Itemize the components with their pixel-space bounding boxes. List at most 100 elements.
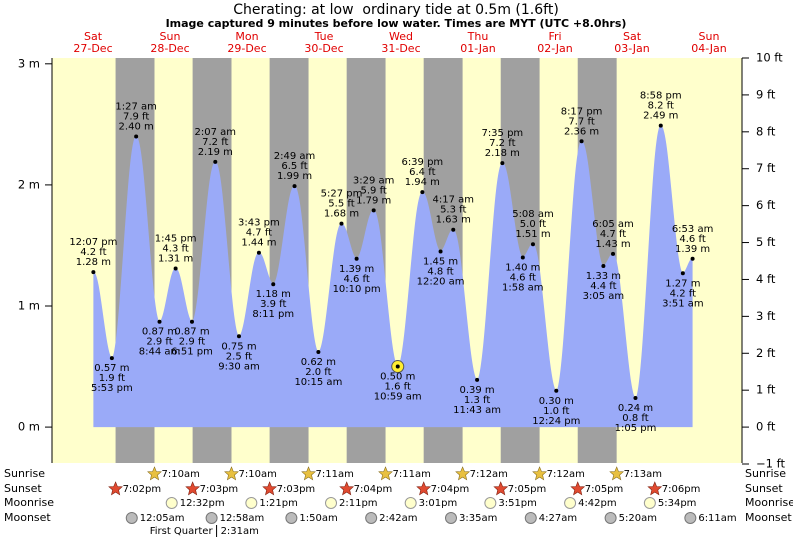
- tide-label: 1.51 m: [515, 229, 550, 240]
- moonrise-time: 5:34pm: [658, 498, 697, 509]
- day-date: 28-Dec: [150, 42, 189, 55]
- tide-label: 1.40 m: [505, 263, 540, 274]
- moonrise-time: 4:42pm: [578, 498, 617, 509]
- tide-label: 1.99 m: [277, 171, 312, 182]
- tide-point: [354, 256, 359, 261]
- tide-label: 2:07 am: [195, 127, 237, 138]
- tide-label: 8:11 pm: [252, 309, 294, 320]
- tide-label: 2.9 ft: [179, 337, 205, 348]
- sunrise-time: 7:12am: [547, 469, 585, 480]
- tide-point: [189, 319, 194, 324]
- sunset-icon: [647, 481, 663, 496]
- tide-label: 1.43 m: [595, 239, 630, 250]
- day-name: Sun: [160, 30, 181, 43]
- tide-label: 2.19 m: [198, 147, 233, 158]
- chart-subtitle: Image captured 9 minutes before low wate…: [166, 17, 627, 30]
- tide-label: 4.7 ft: [246, 228, 272, 239]
- tide-label: 1.28 m: [76, 257, 111, 268]
- tide-point: [601, 264, 606, 269]
- y2-tick-label: 6 ft: [756, 198, 776, 212]
- moonset-icon: [285, 512, 298, 524]
- day-name: Thu: [467, 30, 489, 43]
- day-name: Wed: [389, 30, 413, 43]
- sunrise-time: 7:11am: [316, 469, 354, 480]
- tide-label: 5:08 am: [512, 209, 554, 220]
- tide-label: 4.6 ft: [510, 273, 536, 284]
- tide-label: 0.87 m: [142, 327, 177, 338]
- moonset-time: 3:35am: [459, 513, 497, 524]
- sunrise-icon: [301, 466, 316, 481]
- tide-label: 4.6 ft: [679, 234, 705, 245]
- tide-label: 6.4 ft: [409, 167, 435, 178]
- tide-label: 4.4 ft: [590, 281, 616, 292]
- sunset-icon: [185, 481, 201, 496]
- tide-label: 0.50 m: [380, 372, 415, 383]
- tide-label: 6:39 pm: [401, 157, 443, 168]
- day-date: 30-Dec: [304, 42, 343, 55]
- tide-label: 2.18 m: [485, 148, 520, 159]
- sunrise-time: 7:11am: [393, 469, 431, 480]
- moon-phase: First Quarter: [150, 526, 214, 537]
- tide-label: 5.9 ft: [360, 185, 386, 196]
- moonrise-icon: [404, 497, 417, 509]
- day-name: Mon: [235, 30, 258, 43]
- sunset-time: 7:04pm: [354, 484, 393, 495]
- tide-point: [371, 208, 376, 213]
- tide-label: 2.0 ft: [305, 367, 331, 378]
- tide-label: 10:59 am: [374, 392, 422, 403]
- tide-label: 4.2 ft: [80, 247, 106, 258]
- sunset-time: 7:03pm: [277, 484, 316, 495]
- sunrise-time: 7:10am: [238, 469, 276, 480]
- tide-label: 1:05 pm: [615, 423, 657, 434]
- tide-label: 2.40 m: [119, 121, 154, 132]
- tide-point: [213, 159, 218, 164]
- y2-tick-label: 4 ft: [756, 272, 776, 286]
- sunrise-time: 7:12am: [470, 469, 508, 480]
- tide-label: 5.3 ft: [440, 205, 466, 216]
- sunrise-icon: [378, 466, 393, 481]
- tide-point: [554, 388, 559, 393]
- tide-label: 1.27 m: [665, 278, 700, 289]
- row-label: Sunset: [745, 482, 783, 495]
- moonrise-time: 1:21pm: [259, 498, 298, 509]
- tide-label: 1.68 m: [324, 209, 359, 220]
- tide-point: [271, 282, 276, 287]
- tide-label: 1:27 am: [115, 101, 157, 112]
- sunset-time: 7:02pm: [123, 484, 162, 495]
- tide-point: [395, 364, 400, 369]
- tide-label: 1.33 m: [586, 271, 621, 282]
- tide-label: 3.9 ft: [260, 299, 286, 310]
- tide-label: 12:20 am: [417, 277, 465, 288]
- y-tick-label: 3 m: [18, 56, 40, 70]
- row-label: Moonrise: [4, 496, 54, 509]
- day-date: 29-Dec: [227, 42, 266, 55]
- moonset-time: 6:11am: [698, 513, 736, 524]
- tide-point: [91, 270, 96, 275]
- moonset-icon: [444, 512, 457, 524]
- y-tick-label: 1 m: [18, 298, 40, 312]
- tide-label: 4.3 ft: [162, 243, 188, 254]
- tide-point: [157, 319, 162, 324]
- tide-point: [520, 255, 525, 260]
- sunrise-icon: [147, 466, 162, 481]
- y2-tick-label: 7 ft: [756, 161, 776, 175]
- tide-label: 1.45 m: [423, 257, 458, 268]
- tide-point: [292, 184, 297, 189]
- moonset-icon: [365, 512, 378, 524]
- row-label: Moonrise: [745, 496, 793, 509]
- tide-label: 1.39 m: [339, 264, 374, 275]
- moonrise-icon: [325, 497, 338, 509]
- tide-point: [438, 249, 443, 254]
- tide-label: 9:30 am: [218, 361, 260, 372]
- tide-label: 8:44 am: [139, 347, 181, 358]
- tide-point: [658, 123, 663, 128]
- day-name: Tue: [314, 30, 334, 43]
- sunset-icon: [339, 481, 355, 496]
- tide-label: 5.0 ft: [520, 219, 546, 230]
- moonset-time: 4:27am: [539, 513, 577, 524]
- tide-label: 2.9 ft: [146, 337, 172, 348]
- sunset-time: 7:05pm: [585, 484, 624, 495]
- y2-tick-label: 8 ft: [756, 124, 776, 138]
- y2-tick-label: 10 ft: [756, 51, 783, 65]
- tide-label: 4.7 ft: [600, 229, 626, 240]
